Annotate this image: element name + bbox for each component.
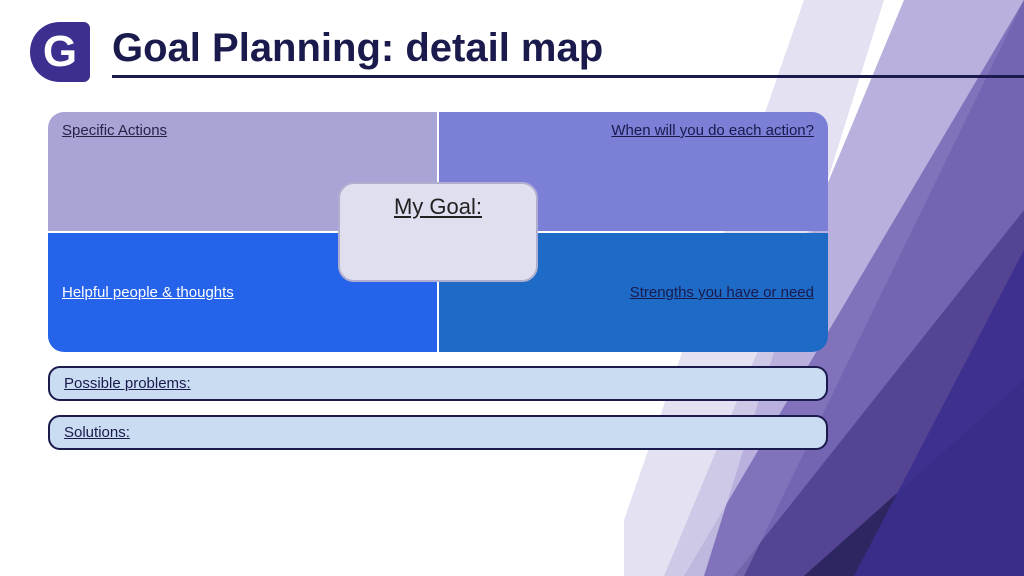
logo-icon: G xyxy=(28,20,92,84)
bar-label: Possible problems: xyxy=(64,375,191,392)
my-goal-box: My Goal: xyxy=(338,182,538,282)
solutions-bar: Solutions: xyxy=(48,415,828,450)
quadrant-label: Helpful people & thoughts xyxy=(62,284,234,301)
header: G Goal Planning: detail map xyxy=(0,0,1024,84)
logo-letter: G xyxy=(43,27,77,76)
my-goal-label: My Goal: xyxy=(394,194,482,280)
quadrant-label: When will you do each action? xyxy=(611,122,814,139)
quadrant-label: Strengths you have or need xyxy=(630,284,814,301)
page-title: Goal Planning: detail map xyxy=(112,26,1024,78)
content-area: Specific Actions When will you do each a… xyxy=(0,84,1024,450)
bar-label: Solutions: xyxy=(64,424,130,441)
quadrant-label: Specific Actions xyxy=(62,122,167,139)
goal-quadrant-grid: Specific Actions When will you do each a… xyxy=(48,112,828,352)
possible-problems-bar: Possible problems: xyxy=(48,366,828,401)
